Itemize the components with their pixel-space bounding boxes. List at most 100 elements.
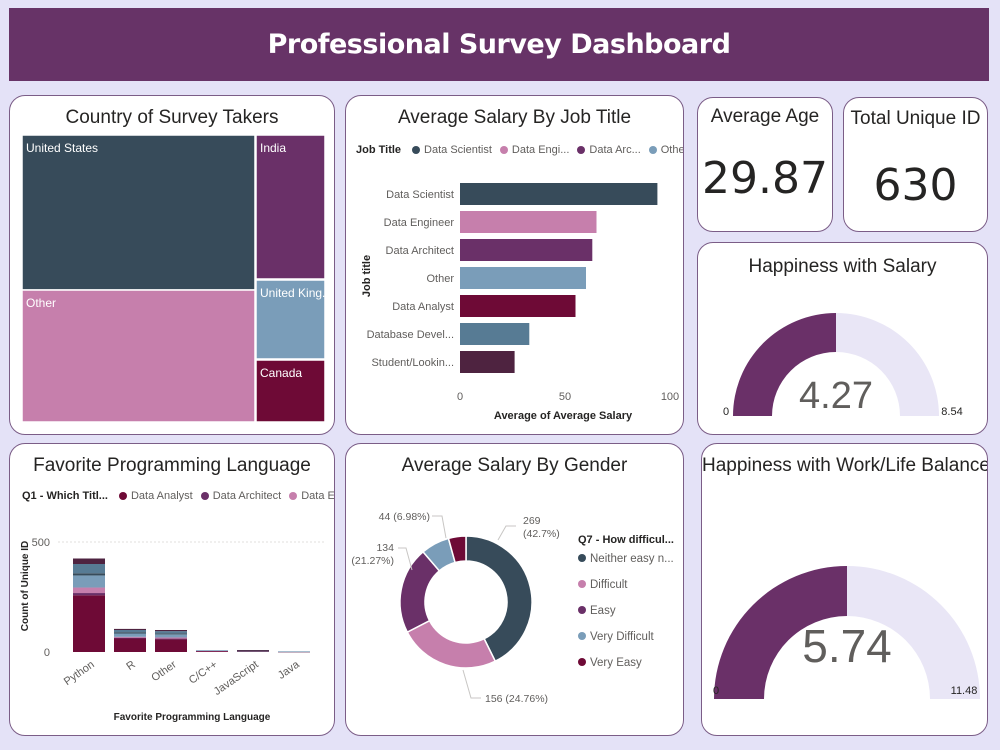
prog-lang-card: Favorite Programming Language Q1 - Which… (9, 443, 335, 736)
donut-data-label: 134 (376, 542, 394, 554)
y-tick-label: Student/Lookin... (371, 357, 454, 369)
gauge-max-label: 8.54 (941, 406, 962, 418)
happiness-salary-card: Happiness with Salary 4.27 0 8.54 (697, 242, 988, 435)
stacked-bar-segment (73, 573, 105, 576)
stacked-bar-segment (114, 633, 146, 637)
x-tick-label: C/C++ (187, 659, 220, 687)
y-tick-label: Data Analyst (392, 301, 454, 313)
donut-legend-swatch (578, 580, 586, 588)
happiness-wlb-title: Happiness with Work/Life Balance (702, 455, 988, 476)
treemap-tile (21, 289, 256, 423)
stacked-bar-segment (237, 650, 269, 651)
stacked-bar-segment (155, 639, 187, 652)
treemap-tile (21, 134, 256, 291)
prog-lang-bar-chart: Python R Other C/C++JavaScript Java 0 500 Favor… (20, 537, 325, 723)
gauge-min-label: 0 (723, 406, 729, 418)
bar (460, 351, 515, 373)
gauge-track (847, 566, 980, 699)
dashboard-header: Professional Survey Dashboard (9, 8, 989, 81)
donut-legend-title: Q7 - How difficul... (578, 534, 674, 546)
average-age-card: Average Age 29.87 (697, 97, 833, 232)
job-title-bar-chart: Data Scientist Data Engineer Data Architec… (361, 183, 679, 422)
country-card: Country of Survey Takers United States Ot… (9, 95, 335, 435)
stacked-bar-segment (73, 593, 105, 596)
treemap-label: United States (26, 141, 98, 155)
stacked-bar-segment (155, 634, 187, 638)
donut-slice (465, 535, 533, 663)
y-tick-label: Database Devel... (367, 329, 454, 341)
donut-legend-item: Difficult (590, 579, 628, 591)
stacked-bar-segment (196, 650, 228, 652)
x-tick-label: 100 (661, 391, 679, 403)
y-axis-label: Count of Unique ID (20, 541, 31, 632)
prog-lang-legend-title: Q1 - Which Titl... (22, 490, 108, 502)
prog-lang-legend-swatch (289, 492, 298, 500)
country-title: Country of Survey Takers (65, 107, 279, 128)
donut-leader-line (462, 669, 481, 699)
y-tick-label: Data Scientist (386, 189, 454, 201)
total-unique-id-card: Total Unique ID 630 (843, 97, 988, 232)
job-title-legend-swatch (577, 146, 586, 154)
y-tick-label: 0 (44, 647, 50, 659)
donut-legend-item: Very Easy (590, 657, 642, 669)
stacked-bar-segment (155, 637, 187, 639)
stacked-bar-segment (114, 628, 146, 630)
treemap-label: Other (26, 296, 56, 310)
treemap-label: Canada (260, 366, 302, 380)
donut-legend-item: Easy (590, 605, 616, 617)
gauge-value: 5.74 (802, 620, 892, 672)
y-axis-label: Job title (361, 255, 373, 297)
donut-legend-swatch (578, 658, 586, 666)
job-title-legend-item: Other (660, 144, 684, 156)
treemap-tile (255, 134, 326, 280)
happiness-salary-title: Happiness with Salary (748, 256, 937, 277)
job-title-legend-item: Data Scientist (424, 144, 492, 156)
donut-legend-swatch (578, 632, 586, 640)
donut-slice (447, 535, 467, 564)
treemap-tile (255, 359, 326, 423)
treemap-label: United King... (260, 286, 332, 300)
stacked-bar-segment (114, 638, 146, 652)
salary-gender-donut: 269(42.7%) 156 (24.76%) 134(21.27%) 44 (6.9… (351, 511, 674, 705)
x-tick-label: R (124, 659, 137, 673)
gauge-min-label: 0 (713, 685, 719, 697)
stacked-bar-segment (73, 564, 105, 574)
dashboard-title: Professional Survey Dashboard (267, 29, 731, 60)
total-unique-id-title: Total Unique ID (850, 108, 981, 129)
donut-leader-line (497, 525, 516, 541)
job-title-legend-item: Data Engi... (511, 144, 570, 156)
gauge-track (836, 313, 939, 416)
stacked-bar-segment (114, 637, 146, 639)
happiness-wlb-gauge: 5.74 0 11.48 (713, 566, 980, 699)
x-axis-label: Average of Average Salary (494, 410, 633, 422)
donut-data-label: (42.7%) (523, 528, 560, 540)
prog-lang-legend-swatch (118, 492, 127, 500)
x-tick-label: 50 (559, 391, 571, 403)
happiness-salary-gauge: 4.27 0 8.54 (723, 313, 963, 418)
stacked-bar-segment (155, 631, 187, 634)
donut-leader-line (398, 547, 413, 571)
bar (460, 211, 597, 233)
x-tick-label: Python (62, 659, 97, 688)
y-tick-label: 500 (32, 537, 50, 549)
stacked-bar-segment (114, 632, 146, 634)
job-title-legend-swatch (412, 146, 421, 154)
gauge-fill (733, 313, 836, 416)
donut-data-label: 156 (24.76%) (485, 693, 548, 705)
job-title-legend-swatch (499, 146, 508, 154)
prog-lang-legend-item: Data Architect (212, 490, 282, 502)
bar (460, 239, 593, 261)
y-tick-label: Other (426, 273, 454, 285)
bar (460, 183, 658, 205)
prog-lang-legend-item: Data Engine... (301, 490, 335, 502)
x-tick-label: Java (276, 658, 303, 682)
happiness-wlb-card: Happiness with Work/Life Balance 5.74 0 11… (701, 443, 988, 736)
stacked-bar-segment (114, 630, 146, 633)
salary-job-card: Average Salary By Job Title Job Title Dat… (345, 95, 684, 435)
stacked-bar-segment (73, 558, 105, 564)
stacked-bar-segment (155, 633, 187, 635)
donut-data-label: (21.27%) (351, 555, 394, 567)
x-tick-label: JavaScript (212, 659, 261, 698)
gauge-fill (714, 566, 847, 699)
job-title-legend-swatch (648, 146, 657, 154)
